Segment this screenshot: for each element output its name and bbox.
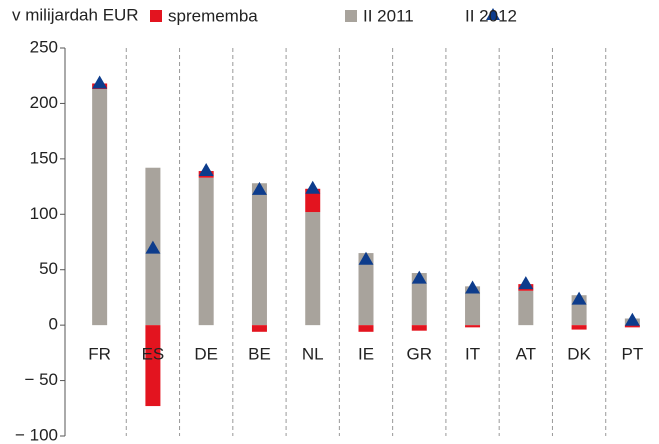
- x-tick-label: DE: [194, 345, 218, 364]
- marker: [305, 180, 321, 194]
- legend-swatch: [486, 8, 500, 20]
- x-tick-label: IT: [465, 345, 480, 364]
- bar: [465, 286, 481, 326]
- y-tick-label: 100: [30, 204, 58, 223]
- marker: [624, 312, 640, 326]
- bar: [198, 177, 214, 326]
- bar: [411, 273, 427, 326]
- change-bar: [358, 325, 374, 332]
- marker: [411, 270, 427, 284]
- x-tick-label: IE: [358, 345, 374, 364]
- marker: [145, 240, 161, 254]
- y-tick-label: 150: [30, 148, 58, 167]
- y-tick-label: 250: [30, 37, 58, 56]
- legend-swatch: [345, 10, 357, 22]
- bar: [305, 212, 321, 326]
- change-bar: [145, 325, 161, 407]
- marker: [518, 276, 534, 290]
- unit-label: v milijardah EUR: [12, 5, 139, 24]
- legend-label: II 2011: [363, 6, 414, 25]
- y-tick-label: 200: [30, 93, 58, 112]
- change-bar: [465, 325, 481, 328]
- x-tick-label: DK: [567, 345, 591, 364]
- legend-label: II 2012: [465, 6, 517, 25]
- y-tick-label: − 100: [15, 425, 58, 444]
- change-bar: [411, 325, 427, 331]
- legend-label: sprememba: [168, 6, 258, 25]
- change-bar: [571, 325, 587, 330]
- marker: [251, 181, 267, 195]
- marker: [92, 75, 108, 89]
- x-tick-label: GR: [407, 345, 433, 364]
- change-bar: [251, 325, 267, 332]
- x-tick-label: NL: [302, 345, 324, 364]
- x-tick-label: PT: [621, 345, 643, 364]
- legend-swatch: [150, 10, 162, 22]
- bar: [92, 89, 108, 326]
- marker: [358, 251, 374, 265]
- bar: [251, 183, 267, 326]
- x-tick-label: ES: [142, 345, 165, 364]
- marker: [198, 163, 214, 177]
- change-bar: [305, 188, 321, 213]
- y-tick-label: − 50: [24, 370, 58, 389]
- x-tick-label: FR: [88, 345, 111, 364]
- bar: [358, 253, 374, 326]
- change-bar: [624, 325, 640, 328]
- y-tick-label: 0: [49, 315, 58, 334]
- x-tick-label: AT: [516, 345, 536, 364]
- marker: [465, 280, 481, 294]
- x-tick-label: BE: [248, 345, 271, 364]
- y-tick-label: 50: [39, 259, 58, 278]
- marker: [571, 291, 587, 305]
- bar: [518, 290, 534, 326]
